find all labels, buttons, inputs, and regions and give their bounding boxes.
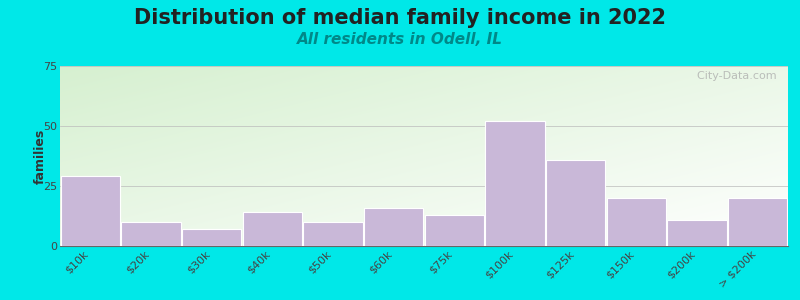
Bar (486, 121, 545, 246)
Bar (122, 222, 181, 246)
Bar (303, 222, 362, 246)
Bar (728, 198, 787, 246)
Bar (606, 198, 666, 246)
Bar (242, 212, 302, 246)
Bar (667, 220, 726, 246)
Bar (182, 229, 242, 246)
Bar (606, 198, 666, 246)
Bar (61, 176, 120, 246)
Bar (364, 208, 423, 246)
Bar (182, 229, 242, 246)
Bar (728, 198, 787, 246)
Bar (303, 222, 362, 246)
Bar (667, 220, 726, 246)
Text: Distribution of median family income in 2022: Distribution of median family income in … (134, 8, 666, 28)
Bar (425, 215, 484, 246)
Bar (61, 176, 120, 246)
Bar (546, 160, 606, 246)
Bar (486, 121, 545, 246)
Bar (546, 160, 606, 246)
Bar (425, 215, 484, 246)
Text: All residents in Odell, IL: All residents in Odell, IL (297, 32, 503, 46)
Bar (122, 222, 181, 246)
Text: City-Data.com: City-Data.com (690, 71, 777, 81)
Bar (364, 208, 423, 246)
Y-axis label: families: families (34, 128, 47, 184)
Bar (242, 212, 302, 246)
